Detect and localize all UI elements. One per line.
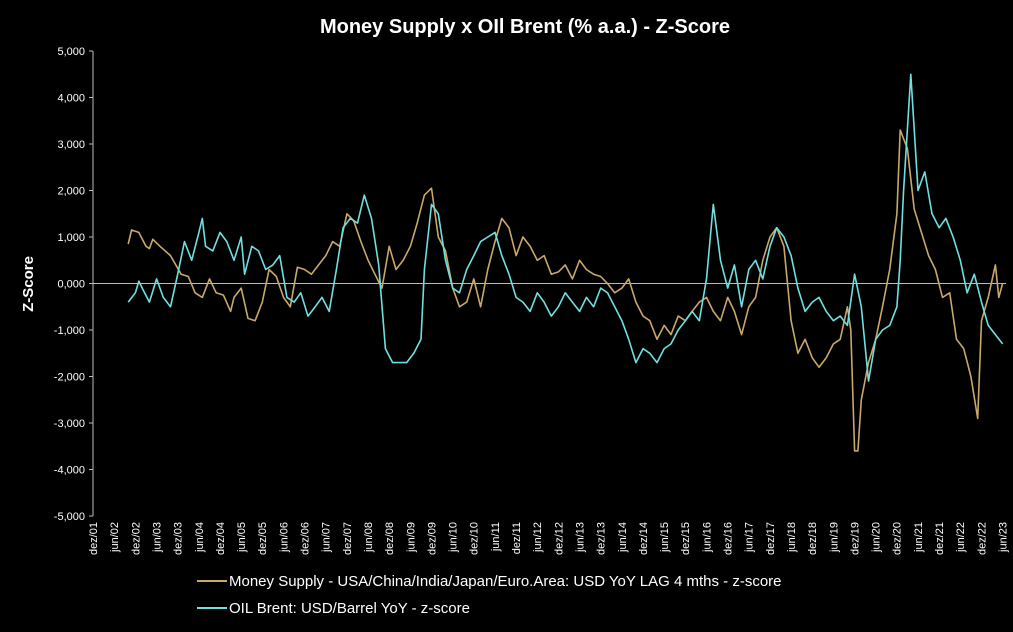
x-tick-label: jun/17 [744, 522, 756, 553]
y-tick-label: -2,000 [54, 372, 85, 384]
x-tick-label: jun/10 [448, 522, 460, 553]
x-tick-label: dez/10 [469, 522, 481, 555]
x-tick-label: jun/04 [194, 522, 206, 553]
x-tick-label: dez/03 [173, 522, 185, 555]
series-line-money-supply [127, 129, 1004, 452]
x-axis: dez/01 jun/02 dez/02 jun/03 dez/03 jun/04 dez/… [88, 283, 1009, 555]
y-tick-label: 2,000 [57, 186, 85, 198]
chart-title: Money Supply x OIl Brent (% a.a.) - Z-Sc… [320, 16, 730, 38]
x-tick-label: dez/06 [300, 522, 312, 555]
x-tick-label: dez/15 [680, 522, 692, 555]
series-line-oil-brent [127, 73, 1004, 382]
y-tick-label: 5,000 [57, 46, 85, 58]
x-tick-label: jun/11 [490, 522, 502, 552]
y-tick-label: 1,000 [57, 232, 85, 244]
x-tick-label: dez/05 [257, 522, 269, 555]
x-tick-label: dez/21 [934, 522, 946, 555]
y-tick-label: -5,000 [54, 511, 85, 523]
y-axis: 5,000 4,000 3,000 2,000 1,000 0,000 -1,000 -2,0… [54, 46, 94, 523]
y-tick-label: 0,000 [57, 279, 85, 291]
x-tick-label: dez/01 [88, 522, 100, 555]
x-tick-label: dez/18 [807, 522, 819, 555]
y-tick-label: 4,000 [57, 93, 85, 105]
legend: Money Supply - USA/China/India/Japan/Eur… [197, 573, 782, 617]
y-tick-label: -1,000 [54, 325, 85, 337]
y-tick-label: 3,000 [57, 139, 85, 151]
x-tick-label: jun/14 [617, 522, 629, 553]
x-tick-label: jun/22 [955, 522, 967, 553]
x-tick-label: dez/17 [765, 522, 777, 555]
x-tick-label: jun/12 [532, 522, 544, 553]
x-tick-label: dez/14 [638, 522, 650, 555]
x-tick-label: jun/05 [236, 522, 248, 553]
x-tick-label: dez/13 [596, 522, 608, 555]
x-tick-label: jun/23 [997, 522, 1009, 553]
x-tick-label: dez/07 [342, 522, 354, 555]
legend-label: OIL Brent: USD/Barrel YoY - z-score [229, 600, 470, 617]
x-tick-label: dez/11 [511, 522, 523, 554]
x-tick-label: jun/20 [871, 522, 883, 553]
x-tick-label: jun/03 [151, 522, 163, 553]
x-tick-label: dez/16 [723, 522, 735, 555]
x-tick-label: jun/13 [574, 522, 586, 553]
x-tick-label: dez/19 [849, 522, 861, 555]
x-tick-label: jun/06 [278, 522, 290, 553]
series-lines [127, 73, 1004, 452]
x-tick-label: dez/02 [130, 522, 142, 555]
x-tick-label: jun/08 [363, 522, 375, 553]
x-tick-label: dez/09 [426, 522, 438, 555]
x-tick-label: jun/21 [913, 522, 925, 553]
x-tick-label: jun/16 [701, 522, 713, 553]
x-tick-label: jun/19 [828, 522, 840, 553]
x-tick-label: jun/07 [321, 522, 333, 553]
x-tick-label: dez/12 [553, 522, 565, 555]
x-tick-label: dez/04 [215, 522, 227, 555]
y-axis-label: Z-Score [20, 256, 37, 312]
legend-label: Money Supply - USA/China/India/Japan/Eur… [229, 573, 782, 590]
x-tick-label: dez/08 [384, 522, 396, 555]
x-tick-label: dez/20 [892, 522, 904, 555]
x-tick-label: dez/22 [976, 522, 988, 555]
x-tick-label: jun/18 [786, 522, 798, 553]
x-tick-label: jun/15 [659, 522, 671, 553]
y-tick-label: -3,000 [54, 418, 85, 430]
x-tick-label: jun/09 [405, 522, 417, 553]
x-tick-label: jun/02 [109, 522, 121, 553]
y-tick-label: -4,000 [54, 465, 85, 477]
